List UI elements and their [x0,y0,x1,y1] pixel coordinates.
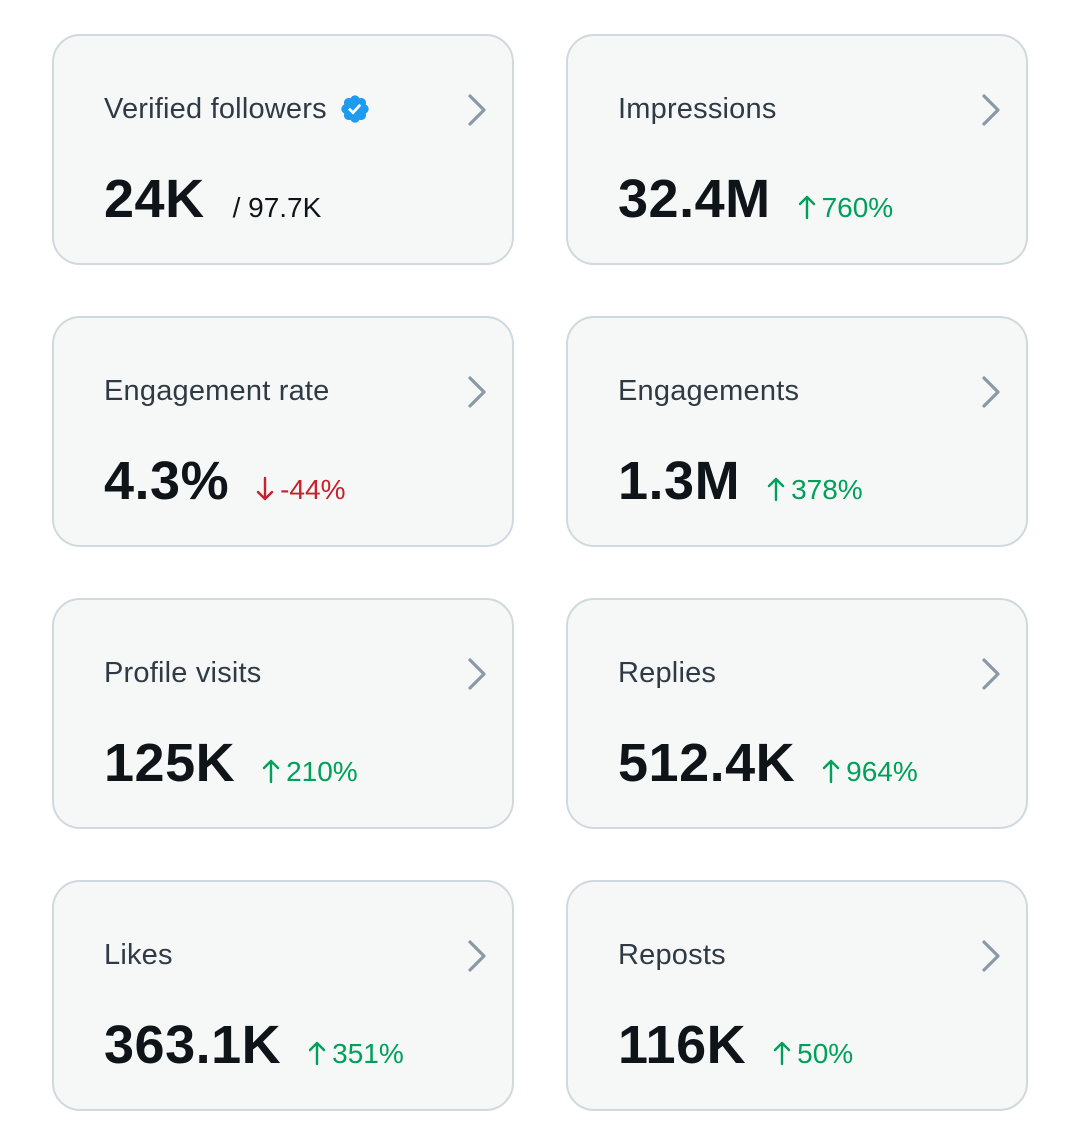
card-value: 512.4K [618,733,796,793]
value-row: 32.4M 760% [618,168,893,230]
chevron-right-icon[interactable] [978,374,1004,410]
chevron-right-icon[interactable] [464,938,490,974]
card-title: Profile visits [104,657,262,689]
card-title-wrapper: Verified followers [104,92,371,126]
card-value: 363.1K [104,1015,282,1075]
change-value: 210% [286,756,358,787]
card-replies[interactable]: Replies 512.4K 964% [566,598,1028,829]
metrics-grid: Verified followers 24K / 97.7K Impressio… [52,34,1028,1111]
change-indicator: 760% [797,191,894,224]
arrow-up-icon [773,1041,791,1066]
arrow-up-icon [822,759,840,784]
value-row: 24K / 97.7K [104,168,321,230]
card-title-wrapper: Engagement rate [104,374,329,408]
change-value: 964% [846,756,918,787]
chevron-right-icon[interactable] [464,656,490,692]
card-title-wrapper: Engagements [618,374,799,408]
arrow-up-icon [767,477,785,502]
change-indicator: 378% [766,473,863,506]
card-likes[interactable]: Likes 363.1K 351% [52,880,514,1111]
card-title: Engagements [618,375,800,407]
chevron-right-icon[interactable] [464,92,490,128]
chevron-right-icon[interactable] [978,92,1004,128]
card-verified-followers[interactable]: Verified followers 24K / 97.7K [52,34,514,265]
change-value: 50% [797,1038,854,1069]
card-title-wrapper: Profile visits [104,656,262,690]
change-indicator: 50% [772,1037,853,1070]
card-reposts[interactable]: Reposts 116K 50% [566,880,1028,1111]
value-row: 116K 50% [618,1014,853,1076]
card-profile-visits[interactable]: Profile visits 125K 210% [52,598,514,829]
value-row: 363.1K 351% [104,1014,404,1076]
card-title: Reposts [618,939,726,971]
change-indicator: 351% [307,1037,404,1070]
card-value: 4.3% [104,451,230,511]
arrow-down-icon [256,476,274,501]
change-value: 351% [332,1038,404,1069]
arrow-up-icon [262,759,280,784]
card-subvalue: / 97.7K [232,192,322,223]
change-value: -44% [280,474,346,505]
card-value: 32.4M [618,169,771,229]
card-engagements[interactable]: Engagements 1.3M 378% [566,316,1028,547]
chevron-right-icon[interactable] [464,374,490,410]
change-value: 378% [791,474,863,505]
card-title-wrapper: Replies [618,656,716,690]
card-impressions[interactable]: Impressions 32.4M 760% [566,34,1028,265]
chevron-right-icon[interactable] [978,938,1004,974]
card-title: Engagement rate [104,375,330,407]
card-title: Impressions [618,93,777,125]
change-value: 760% [821,192,894,223]
card-title-wrapper: Reposts [618,938,726,972]
card-title: Likes [104,939,173,971]
arrow-up-icon [798,195,815,220]
change-indicator: 964% [821,755,918,788]
value-row: 125K 210% [104,732,358,794]
card-title: Verified followers [104,93,327,125]
value-row: 1.3M 378% [618,450,863,512]
change-indicator: -44% [255,473,345,506]
card-engagement-rate[interactable]: Engagement rate 4.3% -44% [52,316,514,547]
verified-badge-icon [341,95,369,123]
value-row: 512.4K 964% [618,732,918,794]
arrow-up-icon [308,1041,326,1066]
card-title-wrapper: Likes [104,938,173,972]
card-title-wrapper: Impressions [618,92,777,126]
card-value: 1.3M [618,451,741,511]
chevron-right-icon[interactable] [978,656,1004,692]
change-indicator: 210% [261,755,358,788]
card-title: Replies [618,657,717,689]
card-value: 24K [104,169,205,229]
card-value: 125K [104,733,236,793]
card-value: 116K [618,1015,747,1075]
value-row: 4.3% -44% [104,450,345,512]
